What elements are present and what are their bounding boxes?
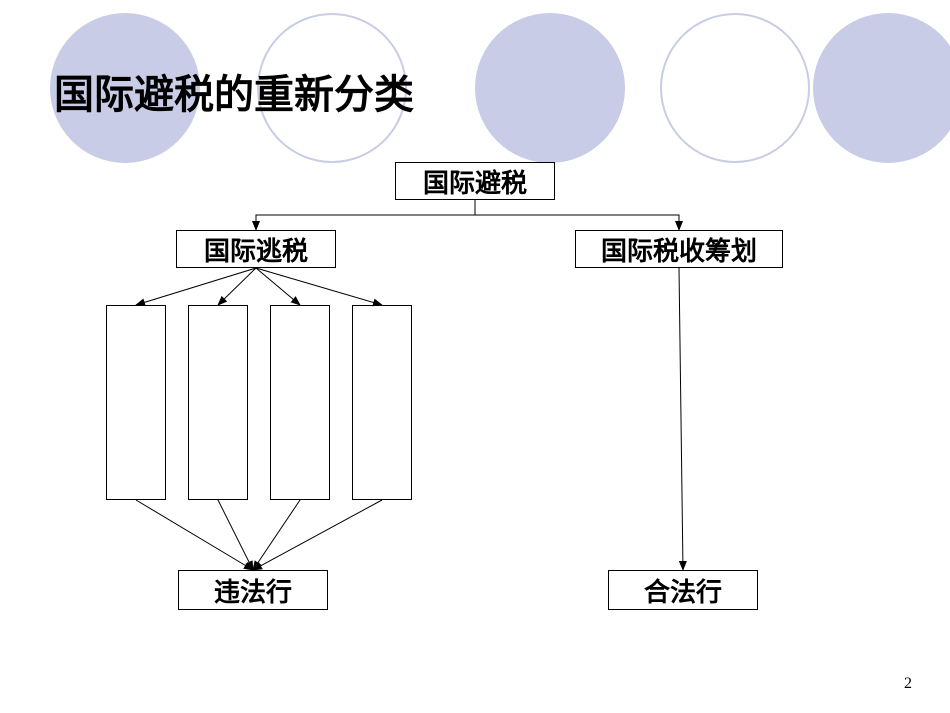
node-v2 xyxy=(188,305,248,500)
node-right: 国际税收筹划 xyxy=(575,230,783,268)
node-left-out: 违法行 xyxy=(178,570,328,610)
node-v3 xyxy=(270,305,330,500)
decor-circle xyxy=(660,13,810,163)
decor-circle xyxy=(813,13,950,163)
node-left: 国际逃税 xyxy=(176,230,336,268)
node-root: 国际避税 xyxy=(395,162,555,200)
node-v4 xyxy=(352,305,412,500)
page-number: 2 xyxy=(904,675,912,693)
node-v1 xyxy=(106,305,166,500)
node-right-out: 合法行 xyxy=(608,570,758,610)
decor-circle xyxy=(475,13,625,163)
slide-title: 国际避税的重新分类 xyxy=(54,62,414,120)
